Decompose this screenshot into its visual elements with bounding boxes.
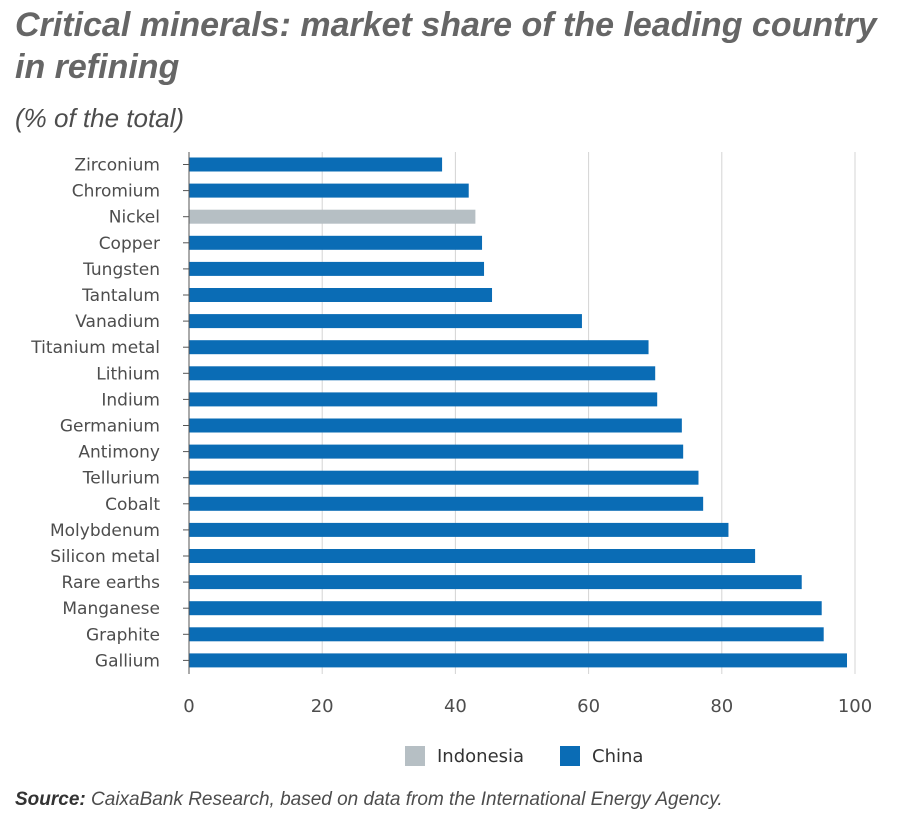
- category-label-molybdenum: Molybdenum: [50, 521, 160, 541]
- bar-gallium: [189, 653, 848, 668]
- x-tick-label: 80: [710, 696, 733, 717]
- bar-germanium: [189, 418, 682, 433]
- category-label-tellurium: Tellurium: [82, 469, 160, 489]
- category-label-tantalum: Tantalum: [81, 286, 160, 306]
- x-tick-label: 20: [311, 696, 334, 717]
- category-label-graphite: Graphite: [86, 625, 160, 645]
- category-label-antimony: Antimony: [78, 443, 160, 463]
- bar-rare-earths: [189, 575, 802, 590]
- category-label-tungsten: Tungsten: [82, 260, 160, 280]
- legend-label-indonesia: Indonesia: [437, 745, 525, 767]
- bar-titanium-metal: [189, 340, 649, 355]
- x-tick-label: 60: [577, 696, 600, 717]
- bar-tungsten: [189, 261, 485, 276]
- bar-molybdenum: [189, 522, 729, 537]
- category-label-lithium: Lithium: [96, 364, 160, 384]
- chart-subtitle: (% of the total): [15, 103, 185, 133]
- legend-label-china: China: [592, 745, 644, 767]
- legend-item-china: China: [560, 746, 643, 767]
- category-label-vanadium: Vanadium: [75, 312, 160, 332]
- bars: [189, 157, 848, 668]
- category-label-titanium-metal: Titanium metal: [30, 338, 160, 358]
- bar-chromium: [189, 183, 469, 198]
- bar-nickel: [189, 209, 476, 224]
- category-label-rare-earths: Rare earths: [62, 573, 161, 593]
- category-label-copper: Copper: [99, 234, 160, 254]
- category-label-chromium: Chromium: [72, 182, 160, 202]
- category-label-indium: Indium: [101, 390, 160, 410]
- bar-tantalum: [189, 288, 493, 302]
- legend-swatch-indonesia: [405, 746, 425, 766]
- bar-chart: Zirconium Chromium Nickel Copper Tungsten Tan…: [30, 152, 872, 717]
- x-tick-label: 0: [183, 696, 194, 717]
- x-tick-label: 40: [444, 696, 467, 717]
- gridlines: [321, 152, 856, 674]
- legend-item-indonesia: Indonesia: [405, 746, 524, 767]
- source-text: CaixaBank Research, based on data from t…: [85, 789, 723, 810]
- category-label-zirconium: Zirconium: [74, 156, 160, 176]
- bar-antimony: [189, 444, 684, 459]
- bar-indium: [189, 392, 658, 407]
- bar-copper: [189, 235, 483, 250]
- category-label-gallium: Gallium: [95, 651, 160, 671]
- category-label-manganese: Manganese: [62, 599, 160, 619]
- bar-manganese: [189, 601, 822, 616]
- category-label-nickel: Nickel: [109, 208, 160, 228]
- bar-lithium: [189, 366, 656, 381]
- category-labels: Zirconium Chromium Nickel Copper Tungsten Tan…: [30, 156, 189, 671]
- bar-zirconium: [189, 157, 443, 172]
- x-tick-label: 100: [838, 696, 872, 717]
- category-label-germanium: Germanium: [60, 417, 160, 437]
- x-axis-ticks: 0 20 40 60 80 100: [183, 696, 872, 717]
- bar-silicon-metal: [189, 549, 756, 563]
- category-label-silicon-metal: Silicon metal: [50, 547, 160, 567]
- bar-vanadium: [189, 314, 582, 329]
- legend: Indonesia China: [405, 743, 643, 769]
- bar-cobalt: [189, 496, 704, 511]
- bar-graphite: [189, 627, 824, 642]
- source-note: Source: CaixaBank Research, based on dat…: [15, 789, 895, 811]
- category-label-cobalt: Cobalt: [105, 495, 160, 515]
- legend-swatch-china: [560, 746, 581, 766]
- source-label: Source:: [15, 789, 86, 810]
- chart-title: Critical minerals: market share of the l…: [15, 6, 877, 86]
- bar-tellurium: [189, 470, 699, 485]
